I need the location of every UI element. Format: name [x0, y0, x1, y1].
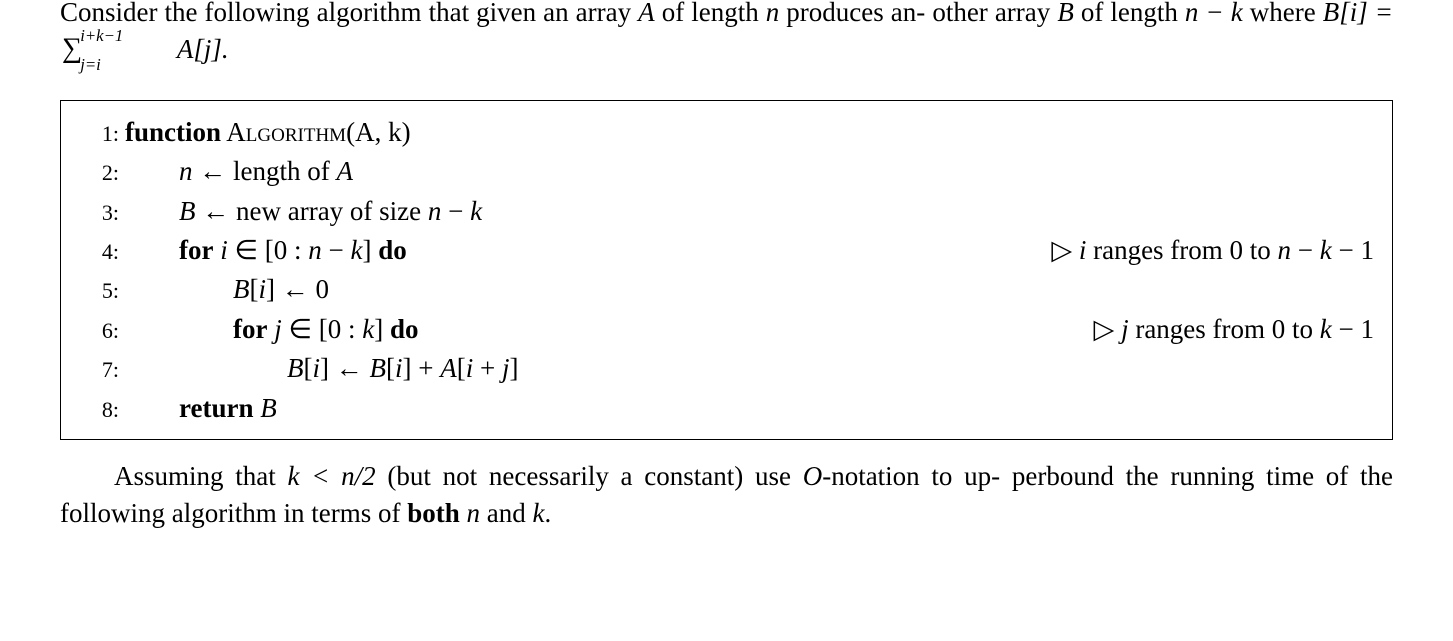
outro-text: (but not necessarily a constant) use: [376, 461, 803, 491]
code-comment: ▷ j ranges from 0 to k − 1: [1094, 311, 1374, 347]
var-A: A: [638, 0, 655, 27]
code-content: B ← new array of size n − k: [125, 193, 1374, 229]
line-number: 1:: [79, 119, 125, 149]
intro-text: of length: [1074, 0, 1185, 27]
var-B: B: [1057, 0, 1074, 27]
expr-nmk: n − k: [1185, 0, 1243, 27]
code-content: return B: [125, 390, 1374, 426]
line-number: 4:: [79, 237, 125, 267]
code-content: for i ∈ [0 : n − k] do: [125, 232, 1051, 268]
expr-Aj: A[j].: [171, 34, 229, 64]
sigma-sum: ∑i+k−1j=i: [62, 30, 82, 73]
line-number: 6:: [79, 316, 125, 346]
sum-lower: j=i: [80, 54, 101, 77]
dot: .: [544, 498, 551, 528]
code-line: 2:n ← length of A: [79, 153, 1374, 189]
code-content: function Algorithm(A, k): [125, 114, 1374, 150]
intro-text: Consider the following algorithm that gi…: [60, 0, 638, 27]
line-number: 7:: [79, 355, 125, 385]
expr-Bi: B[i] =: [1323, 0, 1393, 27]
algorithm-box: 1:function Algorithm(A, k)2:n ← length o…: [60, 100, 1393, 441]
code-line: 6:for j ∈ [0 : k] do▷ j ranges from 0 to…: [79, 311, 1374, 347]
intro-text: where: [1243, 0, 1323, 27]
big-O: O: [803, 461, 823, 491]
code-content: B[i] ← B[i] + A[i + j]: [125, 350, 1374, 386]
code-content: n ← length of A: [125, 153, 1374, 189]
outro-text: and: [480, 498, 532, 528]
var-k: k: [532, 498, 544, 528]
outro-paragraph: Assuming that k < n/2 (but not necessari…: [60, 458, 1393, 531]
line-number: 3:: [79, 198, 125, 228]
outro-text: Assuming that: [114, 461, 287, 491]
outro-text: -notation to up-: [822, 461, 1000, 491]
sum-upper: i+k−1: [80, 25, 123, 48]
cond: k < n/2: [287, 461, 375, 491]
bold-both: both: [407, 498, 460, 528]
var-n: n: [766, 0, 780, 27]
code-content: for j ∈ [0 : k] do: [125, 311, 1094, 347]
line-number: 5:: [79, 276, 125, 306]
code-line: 5:B[i] ← 0: [79, 271, 1374, 307]
code-line: 4:for i ∈ [0 : n − k] do▷ i ranges from …: [79, 232, 1374, 268]
page: Consider the following algorithm that gi…: [0, 0, 1453, 635]
var-n: n: [466, 498, 480, 528]
line-number: 2:: [79, 158, 125, 188]
intro-text: other array: [932, 0, 1057, 27]
code-content: B[i] ← 0: [125, 271, 1374, 307]
line-number: 8:: [79, 395, 125, 425]
intro-paragraph: Consider the following algorithm that gi…: [60, 0, 1393, 74]
intro-text: of length: [655, 0, 766, 27]
code-comment: ▷ i ranges from 0 to n − k − 1: [1051, 232, 1374, 268]
code-line: 1:function Algorithm(A, k): [79, 114, 1374, 150]
code-line: 8:return B: [79, 390, 1374, 426]
intro-text: produces an-: [779, 0, 925, 27]
code-line: 3:B ← new array of size n − k: [79, 193, 1374, 229]
code-line: 7:B[i] ← B[i] + A[i + j]: [79, 350, 1374, 386]
